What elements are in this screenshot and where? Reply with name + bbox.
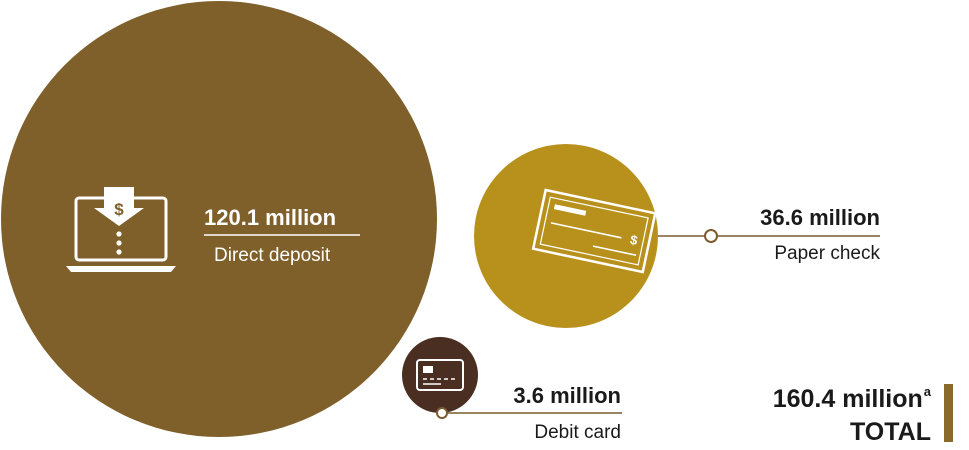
label-debit-card: Debit card [534,422,621,443]
credit-card-icon [416,359,464,391]
label-direct-deposit: Direct deposit [214,245,331,266]
total-label: TOTAL [850,418,931,445]
value-debit-card: 3.6 million [513,383,621,408]
label-paper-check: Paper check [774,243,880,264]
total-bar [944,384,953,442]
laptop-dollar-icon: $ [66,187,176,272]
svg-text:$: $ [114,200,124,219]
bubble-debit-card [402,337,478,413]
bubble-paper-check [474,144,658,328]
bubble-direct-deposit [1,1,437,437]
value-paper-check: 36.6 million [760,205,880,230]
total-value: 160.4 milliona [773,384,932,413]
check-icon: $ [531,188,657,274]
connector-dot-paper-check [704,229,718,243]
svg-text:$: $ [629,232,640,248]
value-direct-deposit: 120.1 million [204,205,336,230]
connector-dot-debit-card [436,407,448,419]
